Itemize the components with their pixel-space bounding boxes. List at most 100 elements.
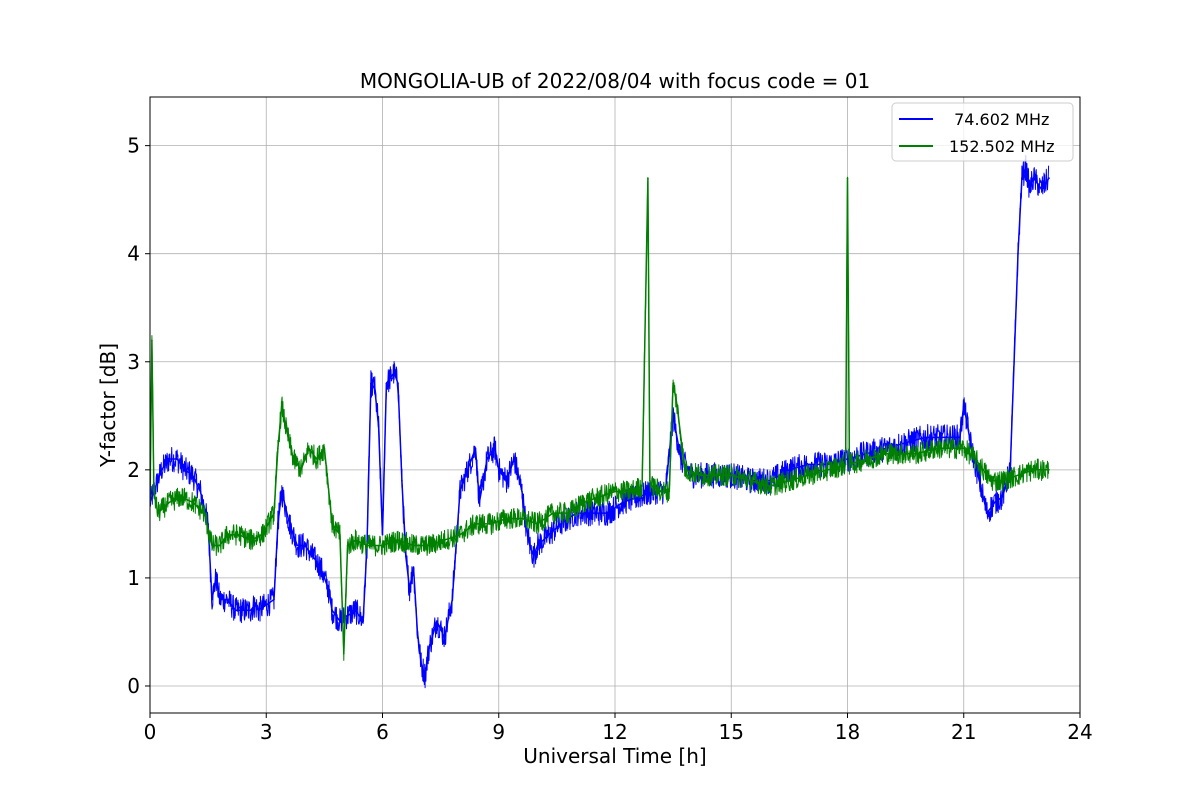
series-point-1 bbox=[885, 452, 888, 455]
series-point-0 bbox=[377, 425, 380, 428]
series-point-1 bbox=[153, 490, 155, 493]
series-point-0 bbox=[846, 458, 849, 460]
series-point-0 bbox=[924, 436, 926, 439]
series-point-0 bbox=[234, 609, 237, 612]
series-point-0 bbox=[606, 512, 609, 514]
series-point-0 bbox=[389, 377, 392, 379]
series-point-1 bbox=[238, 533, 240, 536]
series-point-0 bbox=[281, 490, 283, 493]
chart-title: MONGOLIA-UB of 2022/08/04 with focus cod… bbox=[360, 69, 870, 93]
series-point-1 bbox=[315, 458, 318, 460]
series-point-0 bbox=[250, 609, 252, 612]
series-point-1 bbox=[226, 533, 229, 536]
series-point-1 bbox=[647, 177, 649, 179]
series-point-0 bbox=[219, 598, 221, 601]
series-point-1 bbox=[339, 533, 341, 536]
series-point-0 bbox=[1040, 188, 1043, 190]
series-point-0 bbox=[532, 555, 535, 558]
series-point-0 bbox=[959, 436, 961, 439]
x-tick-label: 9 bbox=[492, 720, 505, 744]
series-point-1 bbox=[219, 544, 221, 547]
series-point-1 bbox=[505, 517, 508, 520]
series-point-1 bbox=[490, 523, 492, 525]
series-point-0 bbox=[466, 469, 469, 471]
series-point-0 bbox=[1025, 166, 1027, 168]
series-point-0 bbox=[788, 469, 791, 471]
series-point-1 bbox=[935, 447, 938, 450]
series-point-0 bbox=[963, 404, 965, 406]
series-point-1 bbox=[1032, 469, 1035, 471]
series-point-0 bbox=[393, 371, 395, 374]
series-point-0 bbox=[1001, 496, 1004, 498]
series-point-0 bbox=[412, 566, 415, 568]
series-point-0 bbox=[436, 620, 438, 622]
series-point-0 bbox=[622, 501, 624, 504]
series-point-0 bbox=[459, 490, 461, 493]
series-point-1 bbox=[769, 485, 771, 487]
series-point-1 bbox=[308, 447, 310, 450]
series-point-0 bbox=[978, 479, 981, 482]
series-point-1 bbox=[916, 452, 919, 455]
y-axis-label: Y-factor [dB] bbox=[96, 343, 120, 468]
x-axis-label: Universal Time [h] bbox=[523, 744, 706, 768]
series-point-1 bbox=[331, 523, 333, 525]
series-point-1 bbox=[672, 382, 674, 385]
series-point-1 bbox=[844, 463, 847, 466]
series-point-0 bbox=[312, 555, 314, 558]
series-point-0 bbox=[327, 587, 330, 590]
series-point-0 bbox=[1048, 177, 1050, 179]
series-point-1 bbox=[641, 485, 643, 487]
series-point-1 bbox=[428, 544, 430, 547]
series-point-1 bbox=[848, 463, 851, 466]
series-point-1 bbox=[660, 490, 663, 493]
series-point-0 bbox=[199, 490, 202, 493]
series-point-0 bbox=[455, 544, 457, 547]
series-point-0 bbox=[381, 533, 384, 536]
series-point-1 bbox=[157, 512, 159, 514]
series-point-1 bbox=[250, 539, 252, 541]
series-point-0 bbox=[536, 544, 539, 547]
series-point-0 bbox=[1028, 188, 1031, 190]
series-point-0 bbox=[346, 614, 349, 617]
series-point-1 bbox=[191, 501, 194, 504]
series-point-0 bbox=[253, 604, 256, 606]
series-point-1 bbox=[1017, 474, 1019, 477]
series-point-1 bbox=[583, 501, 585, 504]
series-point-1 bbox=[323, 447, 326, 450]
legend-label: 74.602 MHz bbox=[949, 110, 1049, 129]
series-point-0 bbox=[1017, 252, 1019, 255]
series-point-1 bbox=[749, 479, 752, 482]
series-point-0 bbox=[385, 382, 388, 385]
series-point-0 bbox=[242, 609, 244, 612]
series-point-0 bbox=[560, 523, 562, 525]
series-point-0 bbox=[505, 479, 508, 482]
x-tick-label: 18 bbox=[835, 720, 860, 744]
series-point-0 bbox=[529, 544, 531, 547]
series-point-1 bbox=[1001, 479, 1004, 482]
y-tick-label: 0 bbox=[127, 674, 140, 698]
series-point-1 bbox=[730, 474, 733, 477]
series-point-1 bbox=[366, 544, 368, 547]
series-point-1 bbox=[990, 479, 992, 482]
series-point-0 bbox=[211, 598, 213, 601]
series-point-0 bbox=[288, 523, 291, 525]
x-axis: 0 3 6 9 12 15 18 21 24 bbox=[144, 713, 1093, 744]
series-point-0 bbox=[265, 604, 268, 606]
y-tick-label: 3 bbox=[127, 350, 140, 374]
series-point-1 bbox=[412, 544, 415, 547]
series-point-0 bbox=[513, 458, 516, 460]
series-point-0 bbox=[1013, 361, 1015, 363]
x-tick-label: 21 bbox=[951, 720, 976, 744]
series-point-0 bbox=[680, 458, 682, 460]
series-point-1 bbox=[203, 512, 206, 514]
series-point-0 bbox=[416, 631, 419, 633]
series-point-1 bbox=[459, 533, 461, 536]
series-point-0 bbox=[226, 598, 229, 601]
series-point-1 bbox=[963, 447, 965, 450]
series-point-1 bbox=[381, 544, 384, 547]
series-point-0 bbox=[401, 479, 403, 482]
series-point-1 bbox=[168, 501, 171, 504]
series-point-0 bbox=[405, 555, 407, 558]
series-point-1 bbox=[629, 490, 632, 493]
